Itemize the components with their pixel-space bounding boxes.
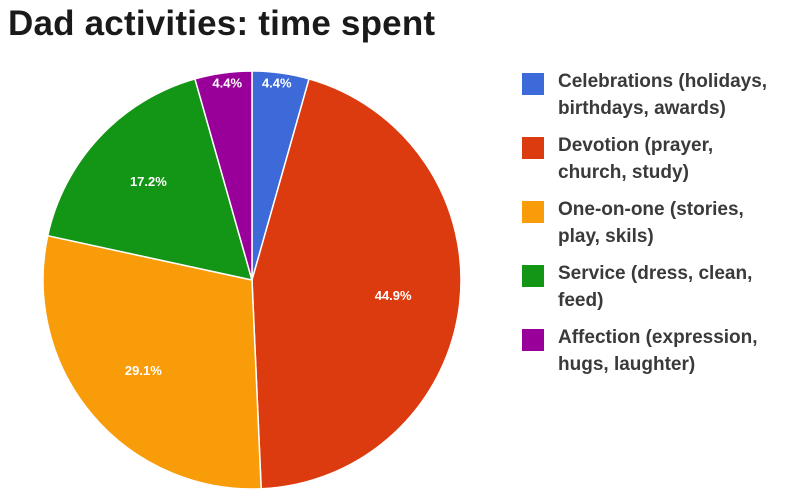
pie-slice-one-on-one[interactable] bbox=[42, 234, 262, 490]
legend-label-line: One-on-one (stories, bbox=[558, 199, 744, 220]
chart-title: Dad activities: time spent bbox=[8, 4, 436, 43]
legend-label-line: play, skils) bbox=[558, 226, 654, 247]
legend-swatch-affection bbox=[522, 329, 544, 351]
legend: Celebrations (holidays, birthdays, award… bbox=[522, 68, 792, 388]
slice-label-affection: 4.4% bbox=[212, 75, 242, 90]
legend-label-line: feed) bbox=[558, 290, 604, 311]
legend-item-one-on-one[interactable]: One-on-one (stories, play, skils) bbox=[522, 196, 792, 250]
slice-label-service: 17.2% bbox=[130, 174, 167, 189]
legend-label-line: hugs, laughter) bbox=[558, 354, 696, 375]
legend-item-service[interactable]: Service (dress, clean, feed) bbox=[522, 260, 792, 314]
slice-label-one-on-one: 29.1% bbox=[125, 363, 162, 378]
pie-slice-service[interactable] bbox=[46, 78, 254, 281]
legend-swatch-devotion bbox=[522, 137, 544, 159]
legend-item-celebrations[interactable]: Celebrations (holidays, birthdays, award… bbox=[522, 68, 792, 122]
legend-item-devotion[interactable]: Devotion (prayer, church, study) bbox=[522, 132, 792, 186]
legend-label-line: church, study) bbox=[558, 162, 689, 183]
slice-label-celebrations: 4.4% bbox=[262, 75, 292, 90]
legend-swatch-one-on-one bbox=[522, 201, 544, 223]
legend-label-line: birthdays, awards) bbox=[558, 98, 726, 119]
legend-item-affection[interactable]: Affection (expression, hugs, laughter) bbox=[522, 324, 792, 378]
pie-slice-affection[interactable] bbox=[194, 70, 253, 281]
legend-label-line: Devotion (prayer, bbox=[558, 135, 714, 156]
legend-label-line: Celebrations (holidays, bbox=[558, 71, 768, 92]
slice-label-devotion: 44.9% bbox=[375, 288, 412, 303]
pie-slice-devotion[interactable] bbox=[251, 78, 462, 490]
legend-label-line: Affection (expression, bbox=[558, 327, 758, 348]
legend-swatch-service bbox=[522, 265, 544, 287]
legend-label-line: Service (dress, clean, bbox=[558, 263, 753, 284]
legend-swatch-celebrations bbox=[522, 73, 544, 95]
